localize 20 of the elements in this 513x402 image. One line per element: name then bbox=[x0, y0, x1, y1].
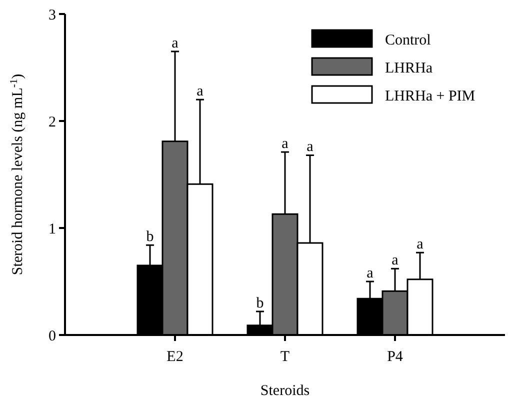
annotation: a bbox=[392, 252, 399, 269]
legend-label: LHRHa bbox=[385, 60, 433, 76]
x-tick-label: E2 bbox=[166, 349, 184, 365]
annotation: a bbox=[416, 236, 424, 253]
annotation: a bbox=[306, 139, 314, 156]
x-tick-label: T bbox=[280, 349, 290, 365]
y-tick-label: 0 bbox=[48, 328, 56, 344]
annotation: b bbox=[256, 295, 264, 312]
legend-label: Control bbox=[385, 32, 431, 48]
y-tick-label: 2 bbox=[48, 114, 56, 130]
x-tick-label: P4 bbox=[387, 349, 404, 365]
legend-label: LHRHa + PIM bbox=[385, 88, 476, 104]
x-axis-title: Steroids bbox=[260, 383, 310, 399]
annotation: a bbox=[282, 136, 289, 152]
y-tick-label: 1 bbox=[48, 221, 56, 238]
annotation: b bbox=[146, 229, 154, 246]
annotation: a bbox=[366, 266, 374, 282]
annotation: a bbox=[172, 35, 179, 52]
annotation: a bbox=[196, 84, 204, 100]
y-tick-label: 3 bbox=[48, 7, 56, 24]
